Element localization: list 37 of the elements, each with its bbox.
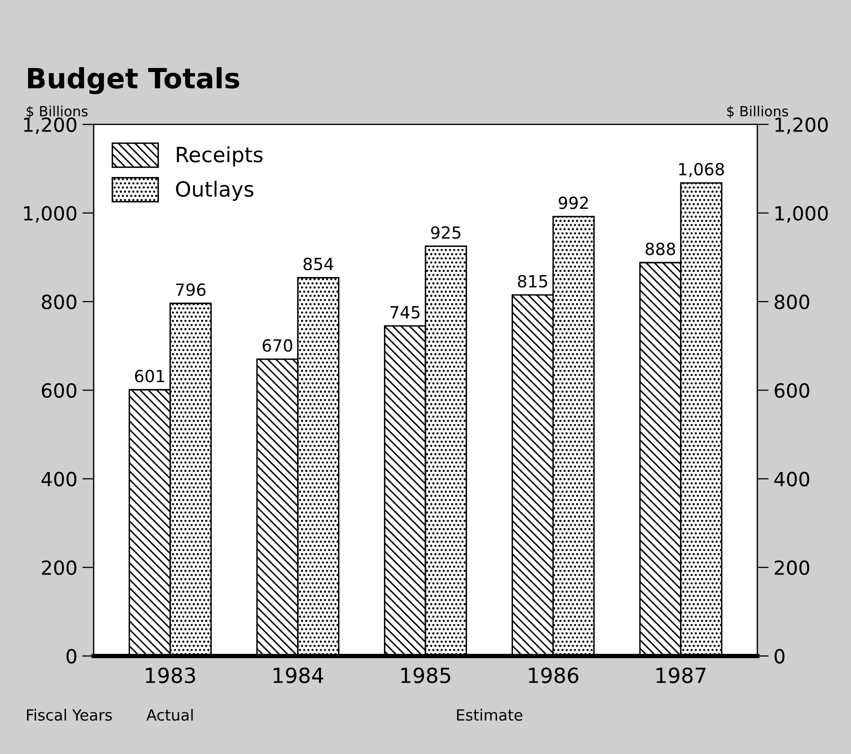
data-label: 992: [558, 196, 588, 210]
y2-tick-label: 800: [774, 294, 810, 310]
y2-tick-label: 400: [774, 472, 810, 486]
x-tick-label: 1983: [146, 667, 196, 684]
data-label: 925: [431, 226, 460, 239]
text: Estimate: [457, 708, 522, 721]
y2-tick-label: 1,200: [776, 117, 828, 134]
y-tick-label: 600: [42, 383, 76, 398]
y2-tick-label: 1,000: [776, 206, 828, 223]
y-tick-label: 1,200: [24, 117, 76, 134]
legend-label: Receipts: [176, 146, 263, 166]
y2-axis-title: $ Billions: [727, 106, 788, 118]
data-label: 745: [390, 306, 420, 319]
text: Actual: [146, 708, 193, 721]
data-label: 854: [304, 258, 334, 270]
y-tick-label: 800: [42, 294, 76, 310]
data-label: 796: [176, 283, 206, 296]
y-tick-label: 1,000: [24, 206, 76, 223]
y-tick-label: 200: [42, 560, 76, 576]
x-tick-label: 1987: [656, 667, 706, 684]
y-tick-label: 0: [66, 648, 76, 664]
y2-tick-label: 600: [774, 383, 810, 398]
y-axis-title: $ Billions: [26, 106, 88, 118]
data-label: 815: [518, 274, 548, 288]
data-label: 670: [262, 339, 292, 352]
y2-tick-label: 200: [774, 560, 810, 576]
chart-title: Budget Totals: [28, 67, 240, 94]
x-tick-label: 1986: [528, 667, 578, 684]
y2-tick-label: 0: [774, 648, 784, 664]
y-tick-label: 400: [41, 472, 76, 486]
data-label: 601: [135, 370, 164, 382]
data-label: 888: [646, 242, 676, 256]
x-tick-label: 1985: [401, 667, 450, 684]
x-tick-label: 1984: [274, 667, 324, 684]
text: Fiscal Years: [27, 708, 112, 721]
legend-label: Outlays: [176, 180, 254, 201]
data-label: 1,068: [679, 162, 724, 178]
